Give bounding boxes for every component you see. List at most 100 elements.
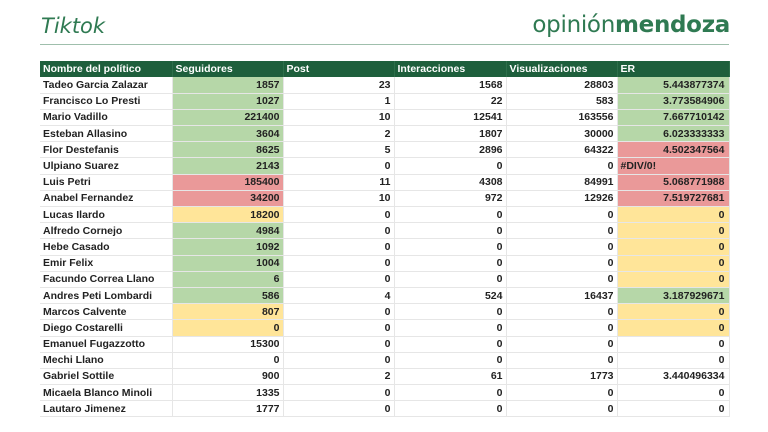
cell-interacciones: 61 bbox=[394, 368, 507, 386]
cell-post: 0 bbox=[283, 400, 395, 418]
cell-interacciones: 22 bbox=[394, 93, 507, 110]
table-row: Alfredo Cornejo 4984 0 0 0 0 bbox=[40, 222, 730, 240]
cell-name: Mechi Llano bbox=[40, 352, 173, 369]
cell-er: 5.068771988 bbox=[617, 174, 730, 191]
cell-er: 0 bbox=[617, 255, 730, 272]
cell-interacciones: 972 bbox=[394, 190, 507, 208]
cell-interacciones: 12541 bbox=[394, 109, 507, 127]
cell-post: 0 bbox=[283, 271, 395, 288]
cell-visualizaciones: 0 bbox=[506, 400, 618, 418]
cell-seguidores: 15300 bbox=[172, 336, 284, 353]
cell-interacciones: 0 bbox=[394, 384, 507, 402]
cell-name: Emir Felix bbox=[40, 255, 173, 272]
cell-er: 7.667710142 bbox=[617, 109, 730, 127]
cell-name: Anabel Fernandez bbox=[40, 190, 173, 208]
table-row: Facundo Correa Llano 6 0 0 0 0 bbox=[40, 271, 730, 288]
cell-er: 3.773584906 bbox=[617, 93, 730, 110]
cell-visualizaciones: 0 bbox=[506, 336, 618, 353]
cell-post: 0 bbox=[283, 255, 395, 272]
cell-post: 0 bbox=[283, 319, 395, 337]
cell-seguidores: 185400 bbox=[172, 174, 284, 191]
politicians-table: Nombre del político Seguidores Post Inte… bbox=[40, 61, 730, 418]
page-title: Tiktok bbox=[41, 14, 106, 38]
cell-name: Diego Costarelli bbox=[40, 319, 173, 337]
cell-er: 0 bbox=[617, 319, 730, 337]
cell-seguidores: 0 bbox=[172, 352, 284, 369]
cell-visualizaciones: 0 bbox=[506, 222, 618, 240]
cell-seguidores: 0 bbox=[172, 319, 284, 337]
cell-er: 3.440496334 bbox=[617, 368, 730, 386]
brand-logo: opiniónmendoza bbox=[532, 12, 730, 38]
cell-seguidores: 1027 bbox=[172, 93, 284, 110]
cell-post: 0 bbox=[283, 157, 395, 175]
cell-interacciones: 0 bbox=[394, 352, 507, 369]
cell-name: Gabriel Sottile bbox=[40, 368, 173, 386]
cell-post: 2 bbox=[283, 368, 395, 386]
cell-post: 10 bbox=[283, 190, 395, 208]
cell-er: 0 bbox=[617, 238, 730, 256]
cell-er: 0 bbox=[617, 271, 730, 288]
cell-post: 0 bbox=[283, 384, 395, 402]
cell-name: Esteban Allasino bbox=[40, 125, 173, 143]
table-row: Esteban Allasino 3604 2 1807 30000 6.02333333… bbox=[40, 125, 730, 143]
table-row: Lautaro Jimenez 1777 0 0 0 0 bbox=[40, 400, 730, 418]
cell-interacciones: 0 bbox=[394, 157, 507, 175]
logo-bold-text: mendoza bbox=[614, 12, 730, 38]
cell-seguidores: 807 bbox=[172, 303, 284, 321]
cell-seguidores: 1857 bbox=[172, 77, 284, 94]
cell-seguidores: 1335 bbox=[172, 384, 284, 402]
cell-interacciones: 1568 bbox=[394, 77, 507, 94]
cell-visualizaciones: 0 bbox=[506, 157, 618, 175]
cell-post: 10 bbox=[283, 109, 395, 127]
cell-visualizaciones: 16437 bbox=[506, 287, 618, 305]
table-row: Gabriel Sottile 900 2 61 1773 3.440496334 bbox=[40, 368, 730, 386]
cell-seguidores: 1777 bbox=[172, 400, 284, 418]
cell-visualizaciones: 84991 bbox=[506, 174, 618, 191]
cell-visualizaciones: 0 bbox=[506, 319, 618, 337]
cell-interacciones: 2896 bbox=[394, 141, 507, 159]
cell-name: Lucas Ilardo bbox=[40, 206, 173, 224]
cell-post: 1 bbox=[283, 93, 395, 110]
cell-interacciones: 0 bbox=[394, 222, 507, 240]
cell-er: 4.502347564 bbox=[617, 141, 730, 159]
cell-interacciones: 1807 bbox=[394, 125, 507, 143]
column-header-visualizaciones: Visualizaciones bbox=[506, 61, 618, 77]
cell-post: 0 bbox=[283, 206, 395, 224]
cell-visualizaciones: 12926 bbox=[506, 190, 618, 208]
cell-er: 0 bbox=[617, 206, 730, 224]
column-header-nombre: Nombre del político bbox=[40, 61, 173, 77]
cell-name: Luis Petri bbox=[40, 174, 173, 191]
cell-seguidores: 34200 bbox=[172, 190, 284, 208]
table-body: Tadeo Garcia Zalazar 1857 23 1568 28803 5.443… bbox=[40, 77, 730, 418]
cell-post: 0 bbox=[283, 303, 395, 321]
cell-interacciones: 0 bbox=[394, 319, 507, 337]
cell-seguidores: 1092 bbox=[172, 238, 284, 256]
cell-interacciones: 0 bbox=[394, 238, 507, 256]
cell-er: 0 bbox=[617, 384, 730, 402]
cell-seguidores: 221400 bbox=[172, 109, 284, 127]
cell-er: 7.519727681 bbox=[617, 190, 730, 208]
cell-visualizaciones: 0 bbox=[506, 352, 618, 369]
cell-post: 2 bbox=[283, 125, 395, 143]
column-header-er: ER bbox=[617, 61, 730, 77]
table-row: Mario Vadillo 221400 10 12541 163556 7.667710… bbox=[40, 109, 730, 127]
cell-name: Tadeo Garcia Zalazar bbox=[40, 77, 173, 94]
cell-name: Mario Vadillo bbox=[40, 109, 173, 127]
cell-seguidores: 1004 bbox=[172, 255, 284, 272]
cell-post: 0 bbox=[283, 238, 395, 256]
cell-er: 6.023333333 bbox=[617, 125, 730, 143]
table-row: Diego Costarelli 0 0 0 0 0 bbox=[40, 319, 730, 337]
cell-interacciones: 0 bbox=[394, 336, 507, 353]
cell-er: 3.187929671 bbox=[617, 287, 730, 305]
table-row: Emir Felix 1004 0 0 0 0 bbox=[40, 255, 730, 272]
table-row: Francisco Lo Presti 1027 1 22 583 3.773584906 bbox=[40, 93, 730, 110]
cell-interacciones: 4308 bbox=[394, 174, 507, 191]
cell-name: Hebe Casado bbox=[40, 238, 173, 256]
cell-seguidores: 3604 bbox=[172, 125, 284, 143]
table-row: Micaela Blanco Minoli 1335 0 0 0 0 bbox=[40, 384, 730, 402]
cell-er: 0 bbox=[617, 222, 730, 240]
cell-post: 23 bbox=[283, 77, 395, 94]
cell-interacciones: 524 bbox=[394, 287, 507, 305]
cell-interacciones: 0 bbox=[394, 206, 507, 224]
cell-name: Ulpiano Suarez bbox=[40, 157, 173, 175]
